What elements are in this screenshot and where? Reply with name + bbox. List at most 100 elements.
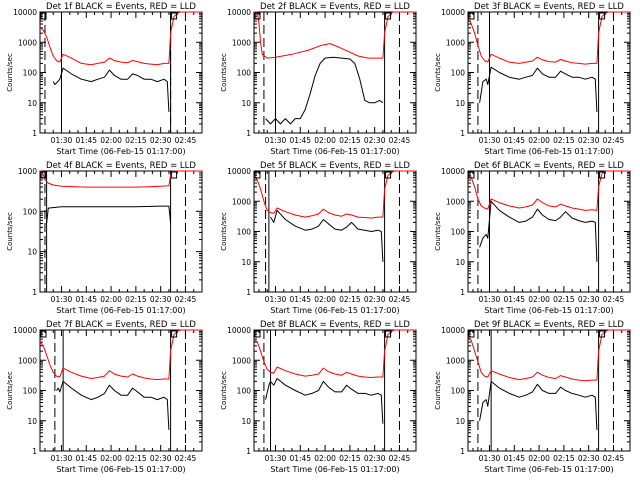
series-line bbox=[52, 67, 170, 112]
x-tick-label: 02:00 bbox=[528, 136, 550, 145]
detector-panel: Det 7f BLACK = Events, RED = LLD Counts/s… bbox=[6, 320, 203, 474]
x-tick-label: 02:30 bbox=[150, 295, 172, 304]
x-tick-label: 02:30 bbox=[364, 295, 386, 304]
axes-frame bbox=[253, 170, 417, 293]
y-axis-label: Counts/sec bbox=[434, 53, 442, 92]
corner-marker-box bbox=[254, 330, 261, 338]
series-line bbox=[46, 205, 172, 224]
y-tick-label: 10 bbox=[241, 417, 251, 426]
x-tick-label: 01:45 bbox=[289, 295, 311, 304]
x-tick-label: 02:15 bbox=[125, 136, 147, 145]
x-tick-label: 02:30 bbox=[150, 136, 172, 145]
detector-panel: Det 4f BLACK = Events, RED = LLD Counts/s… bbox=[6, 161, 203, 315]
detector-panel: Det 1f BLACK = Events, RED = LLD Counts/s… bbox=[6, 2, 203, 156]
series-line bbox=[467, 329, 630, 382]
x-tick-label: 02:15 bbox=[125, 295, 147, 304]
corner-marker-box bbox=[385, 12, 392, 20]
y-tick-label: 10 bbox=[241, 99, 251, 108]
y-tick-label: 100 bbox=[237, 228, 252, 237]
corner-marker-box bbox=[468, 12, 475, 20]
y-tick-label: 1000 bbox=[18, 356, 37, 365]
panel-title: Det 4f BLACK = Events, RED = LLD bbox=[46, 161, 196, 171]
y-tick-label: 10 bbox=[27, 417, 37, 426]
y-tick-label: 1 bbox=[246, 447, 251, 456]
x-tick-label: 02:45 bbox=[603, 136, 625, 145]
x-tick-label: 02:45 bbox=[389, 295, 411, 304]
panel-title: Det 3f BLACK = Events, RED = LLD bbox=[474, 2, 624, 12]
x-tick-label: 01:45 bbox=[75, 136, 97, 145]
y-tick-label: 1000 bbox=[232, 356, 251, 365]
x-axis-label: Start Time (06-Feb-15 01:17:00) bbox=[484, 147, 613, 156]
x-tick-label: 02:45 bbox=[175, 136, 197, 145]
y-tick-label: 10 bbox=[27, 248, 37, 257]
y-tick-label: 100 bbox=[237, 69, 252, 78]
corner-marker-box bbox=[385, 330, 392, 338]
y-axis-label: Counts/sec bbox=[220, 53, 228, 92]
axes-frame bbox=[467, 11, 631, 134]
y-tick-label: 1000 bbox=[446, 38, 465, 47]
y-tick-label: 100 bbox=[451, 228, 466, 237]
series-line bbox=[253, 170, 416, 219]
y-axis-label: Counts/sec bbox=[6, 212, 14, 251]
axes-frame bbox=[253, 329, 417, 452]
axes-frame bbox=[39, 11, 203, 134]
y-tick-label: 10000 bbox=[227, 8, 251, 17]
y-tick-label: 10 bbox=[455, 417, 465, 426]
y-tick-label: 1 bbox=[32, 129, 37, 138]
corner-marker-box bbox=[171, 171, 178, 179]
x-tick-label: 02:45 bbox=[175, 295, 197, 304]
x-tick-label: 01:30 bbox=[265, 136, 287, 145]
series-line bbox=[39, 11, 202, 66]
corner-marker-box bbox=[171, 330, 178, 338]
panel-title: Det 9f BLACK = Events, RED = LLD bbox=[474, 320, 624, 330]
x-tick-label: 02:15 bbox=[553, 454, 575, 463]
y-tick-label: 10000 bbox=[227, 326, 251, 335]
x-tick-label: 02:15 bbox=[339, 454, 361, 463]
x-axis-label: Start Time (06-Feb-15 01:17:00) bbox=[56, 306, 185, 315]
corner-marker-box bbox=[468, 171, 475, 179]
x-tick-label: 01:45 bbox=[503, 454, 525, 463]
x-tick-label: 02:45 bbox=[389, 454, 411, 463]
panel-title: Det 7f BLACK = Events, RED = LLD bbox=[46, 320, 196, 330]
series-line bbox=[467, 11, 630, 65]
axes-frame bbox=[467, 170, 631, 293]
series-line bbox=[254, 11, 416, 59]
series-line bbox=[479, 380, 598, 430]
x-axis-label: Start Time (06-Feb-15 01:17:00) bbox=[484, 306, 613, 315]
y-tick-label: 10000 bbox=[227, 167, 251, 176]
y-tick-label: 1000 bbox=[18, 38, 37, 47]
y-tick-label: 1000 bbox=[18, 167, 37, 176]
series-line bbox=[479, 200, 598, 262]
detector-panel: Det 2f BLACK = Events, RED = LLD Counts/s… bbox=[220, 2, 417, 156]
y-tick-label: 1000 bbox=[232, 38, 251, 47]
series-line bbox=[270, 209, 384, 262]
y-tick-label: 10000 bbox=[13, 8, 37, 17]
y-tick-label: 1 bbox=[246, 288, 251, 297]
panel-title: Det 2f BLACK = Events, RED = LLD bbox=[260, 2, 410, 12]
corner-marker-box bbox=[599, 12, 606, 20]
axes-frame bbox=[39, 170, 203, 293]
x-tick-label: 02:30 bbox=[150, 454, 172, 463]
y-tick-label: 10000 bbox=[441, 8, 465, 17]
y-axis-label: Counts/sec bbox=[6, 371, 14, 410]
x-axis-label: Start Time (06-Feb-15 01:17:00) bbox=[484, 465, 613, 474]
x-tick-label: 01:30 bbox=[265, 454, 287, 463]
y-tick-label: 1 bbox=[32, 288, 37, 297]
x-tick-label: 02:30 bbox=[364, 136, 386, 145]
y-tick-label: 1 bbox=[32, 447, 37, 456]
y-axis-label: Counts/sec bbox=[434, 371, 442, 410]
y-axis-label: Counts/sec bbox=[434, 212, 442, 251]
x-tick-label: 02:45 bbox=[603, 295, 625, 304]
x-tick-label: 01:45 bbox=[503, 295, 525, 304]
x-tick-label: 02:00 bbox=[528, 295, 550, 304]
detector-panel: Det 8f BLACK = Events, RED = LLD Counts/s… bbox=[220, 320, 417, 474]
corner-marker-box bbox=[254, 12, 261, 20]
corner-marker-box bbox=[40, 171, 47, 179]
x-axis-label: Start Time (06-Feb-15 01:17:00) bbox=[56, 147, 185, 156]
x-tick-label: 01:30 bbox=[51, 295, 73, 304]
x-tick-label: 01:30 bbox=[479, 295, 501, 304]
y-tick-label: 1 bbox=[460, 447, 465, 456]
y-tick-label: 1 bbox=[460, 288, 465, 297]
y-tick-label: 100 bbox=[23, 207, 38, 216]
x-tick-label: 01:30 bbox=[51, 136, 73, 145]
